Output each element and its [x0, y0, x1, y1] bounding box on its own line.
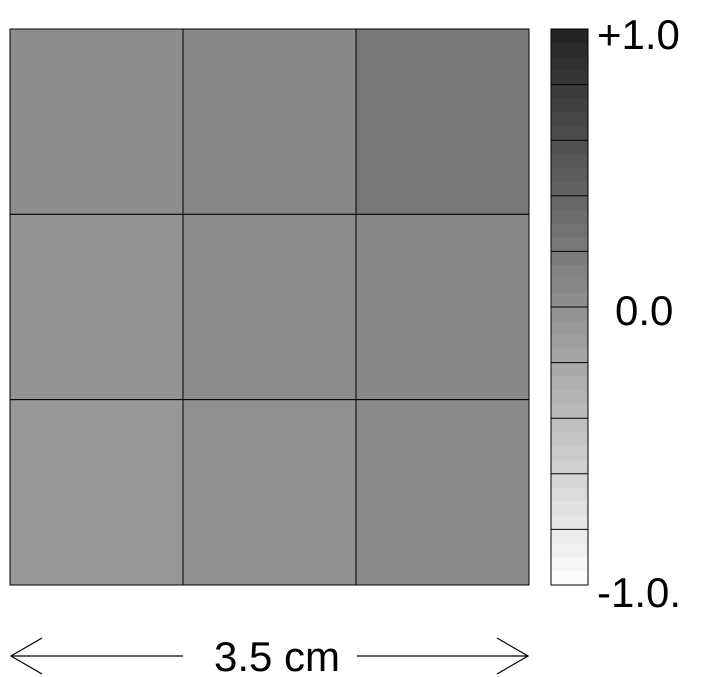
colorbar-step: [551, 529, 588, 544]
scale-bar-label: 3.5 cm: [214, 633, 340, 677]
colorbar-step: [551, 501, 588, 516]
colorbar-step: [551, 195, 588, 211]
colorbar-step: [551, 418, 588, 433]
colorbar-tick-min: -1.0.: [597, 569, 681, 616]
heatmap-cells: [9, 28, 530, 586]
heatmap-cell-r3-c2: [182, 399, 357, 586]
colorbar-step: [551, 307, 588, 322]
heatmap-cell-r2-c2: [182, 213, 357, 401]
colorbar-step: [551, 362, 588, 377]
colorbar-step: [551, 209, 588, 225]
colorbar-step: [551, 42, 588, 58]
colorbar-step: [551, 70, 588, 86]
colorbar-step: [551, 432, 588, 447]
colorbar-step: [551, 168, 588, 183]
colorbar-step: [551, 84, 588, 99]
colorbar-step: [551, 293, 588, 308]
colorbar-step: [551, 390, 588, 405]
colorbar-step: [551, 459, 588, 475]
colorbar: [550, 28, 589, 586]
colorbar-step: [551, 446, 588, 461]
colorbar-step: [551, 543, 588, 558]
colorbar-step: [551, 181, 588, 197]
heatmap-cell-r1-c1: [9, 28, 184, 215]
colorbar-step: [551, 320, 588, 336]
colorbar-step: [551, 112, 588, 127]
scale-bar-arrow-left: [9, 637, 43, 675]
colorbar-tick-max: +1.0: [597, 11, 680, 58]
colorbar-step: [551, 279, 588, 294]
scale-bar-arrow-right: [496, 637, 530, 675]
heatmap-cell-r1-c3: [355, 28, 530, 215]
colorbar-step: [551, 56, 588, 72]
colorbar-step: [551, 126, 588, 141]
heatmap-cell-r2-c3: [355, 213, 530, 401]
colorbar-step: [551, 515, 588, 530]
colorbar-step: [551, 487, 588, 503]
colorbar-step: [551, 251, 588, 266]
colorbar-step: [551, 334, 588, 350]
colorbar-step: [551, 265, 588, 280]
heatmap-cell-r1-c2: [182, 28, 357, 215]
colorbar-tick-mid: 0.0: [615, 287, 673, 334]
colorbar-step: [551, 473, 588, 489]
colorbar-step: [551, 557, 588, 572]
colorbar-step: [551, 404, 588, 419]
colorbar-frame: [550, 28, 589, 586]
colorbar-step: [551, 223, 588, 238]
heatmap-cell-r3-c1: [9, 399, 184, 586]
heatmap-cell-r3-c3: [355, 399, 530, 586]
colorbar-step: [551, 376, 588, 391]
colorbar-step: [551, 154, 588, 169]
colorbar-step: [551, 237, 588, 252]
scale-bar: [9, 637, 530, 675]
colorbar-step: [551, 29, 588, 44]
colorbar-step: [551, 571, 588, 586]
colorbar-step: [551, 98, 588, 113]
heatmap-cell-r2-c1: [9, 213, 184, 401]
colorbar-step: [551, 348, 588, 364]
colorbar-step: [551, 140, 588, 155]
